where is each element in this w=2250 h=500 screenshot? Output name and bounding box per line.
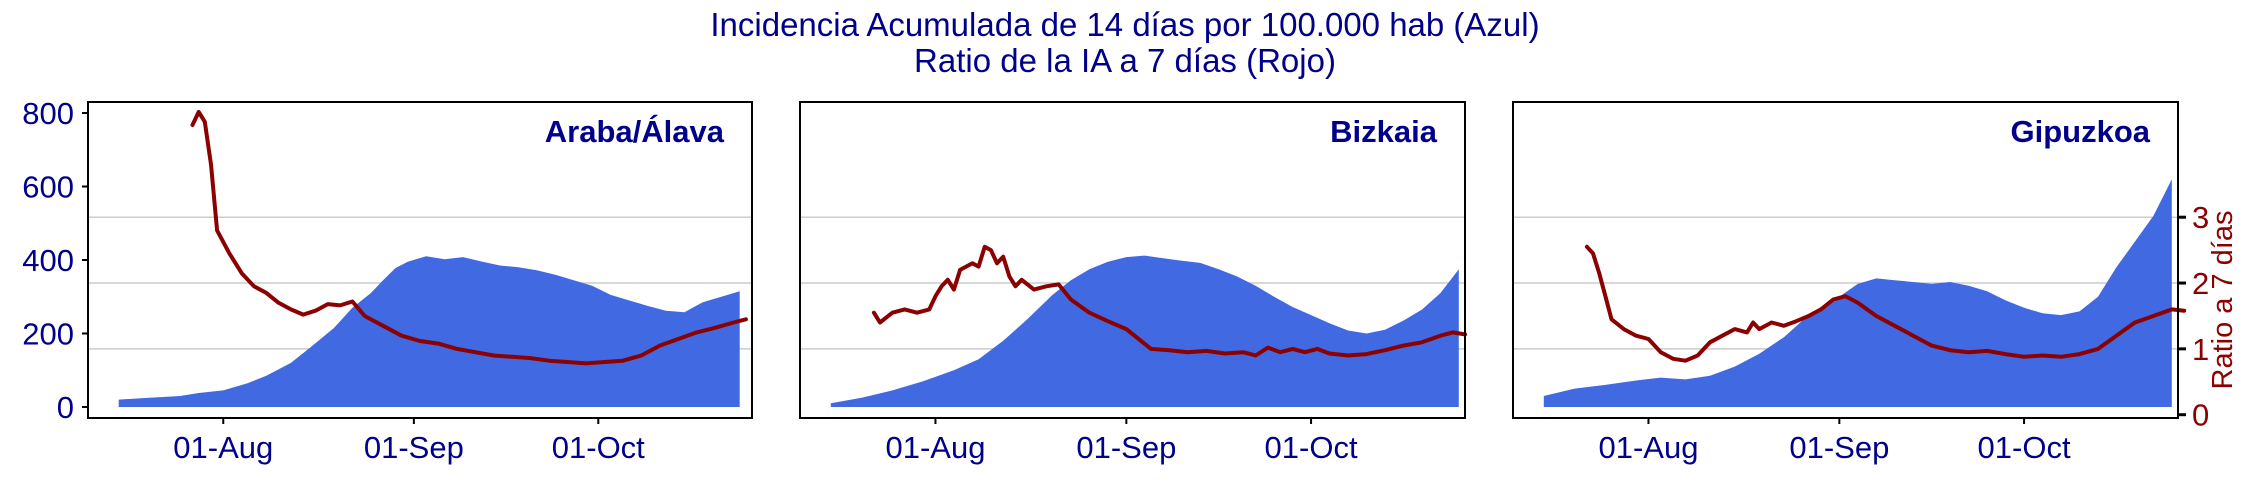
xtick-label-araba-alava-01-aug: 01-Aug: [173, 430, 273, 465]
ytick-right-label-3: 3: [2192, 200, 2209, 235]
xtick-label-gipuzkoa-01-oct: 01-Oct: [1978, 430, 2071, 465]
xtick-label-bizkaia-01-aug: 01-Aug: [885, 430, 985, 465]
ytick-left-label-600: 600: [22, 170, 74, 205]
xtick-label-bizkaia-01-oct: 01-Oct: [1265, 430, 1358, 465]
right-axis-label: Ratio a 7 días: [2207, 211, 2239, 390]
ytick-right-label-1: 1: [2192, 332, 2209, 367]
incidence-area-bizkaia: [830, 255, 1459, 407]
panel-label-araba-alava: Araba/Álava: [545, 114, 725, 149]
panel-label-gipuzkoa: Gipuzkoa: [2010, 114, 2150, 149]
ytick-left-label-800: 800: [22, 96, 74, 131]
xtick-label-gipuzkoa-01-sep: 01-Sep: [1789, 430, 1889, 465]
ytick-right-label-2: 2: [2192, 266, 2209, 301]
incidence-area-gipuzkoa: [1543, 179, 2172, 407]
xtick-label-araba-alava-01-sep: 01-Sep: [364, 430, 464, 465]
ratio-line-bizkaia: [871, 244, 1467, 358]
chart-title-line2: Ratio de la IA a 7 días (Rojo): [914, 42, 1336, 79]
panel-label-bizkaia: Bizkaia: [1330, 114, 1438, 149]
ytick-left-label-400: 400: [22, 243, 74, 278]
ytick-left-label-0: 0: [57, 390, 74, 425]
chart-title-line1: Incidencia Acumulada de 14 días por 100.…: [710, 6, 1539, 43]
incidence-area-araba-alava: [118, 256, 740, 407]
panel-frame-gipuzkoa: [1512, 101, 2179, 419]
xtick-label-bizkaia-01-sep: 01-Sep: [1076, 430, 1176, 465]
ratio-line-gipuzkoa: [1584, 244, 2187, 363]
xtick-label-araba-alava-01-oct: 01-Oct: [552, 430, 645, 465]
ytick-left-label-200: 200: [22, 316, 74, 351]
xtick-label-gipuzkoa-01-aug: 01-Aug: [1598, 430, 1698, 465]
ytick-right-label-0: 0: [2192, 398, 2209, 433]
ratio-line-araba-alava: [190, 109, 748, 366]
panel-frame-bizkaia: [799, 101, 1466, 419]
